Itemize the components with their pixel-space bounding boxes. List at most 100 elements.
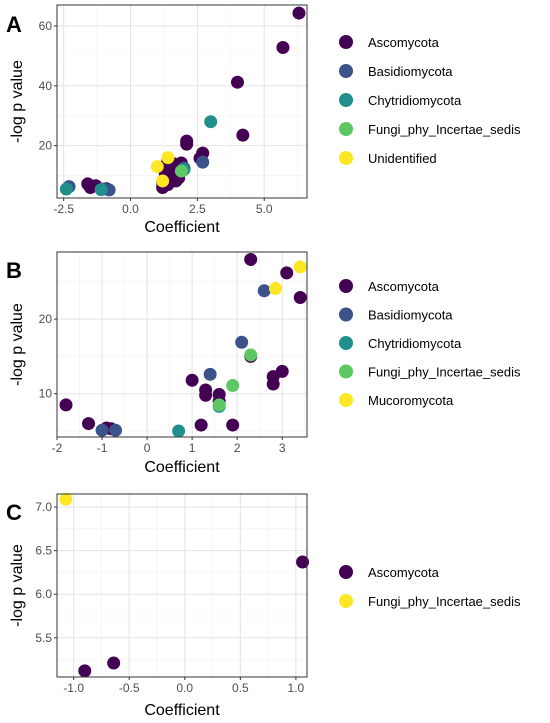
data-point-mucoromycota — [293, 260, 307, 274]
y-axis-title: -log p value — [9, 60, 26, 143]
legend-marker — [339, 64, 353, 78]
data-point-ascomycota — [194, 418, 208, 432]
data-point-ascomycota — [180, 137, 194, 151]
legend-marker — [339, 307, 353, 322]
data-point-ascomycota — [226, 418, 240, 432]
x-tick-label: -2 — [52, 441, 63, 455]
y-tick-label: 6.0 — [35, 587, 52, 601]
panel-label: A — [6, 12, 22, 37]
data-point-fungi-phy-incertae-sedis — [212, 398, 226, 412]
data-point-chytridiomycota — [59, 182, 73, 196]
data-point-mucoromycota — [268, 282, 282, 296]
legend-marker — [339, 35, 353, 49]
y-tick-label: 7.0 — [35, 500, 52, 514]
x-tick-label: 0.0 — [122, 202, 139, 216]
data-point-ascomycota — [292, 6, 306, 20]
plot-area — [57, 494, 307, 677]
legend-marker — [339, 594, 353, 608]
y-tick-label: 6.5 — [35, 544, 52, 558]
x-tick-label: 3 — [279, 441, 286, 455]
data-point-ascomycota — [185, 373, 199, 387]
data-point-fungi-phy-incertae-sedis — [59, 492, 73, 506]
data-point-ascomycota — [107, 656, 121, 670]
x-tick-label: 2.5 — [189, 202, 206, 216]
x-tick-label: -1.0 — [63, 681, 84, 695]
data-point-basidiomycota — [235, 335, 249, 349]
data-point-basidiomycota — [203, 367, 217, 381]
legend-label: Ascomycota — [368, 565, 440, 580]
y-tick-label: 60 — [39, 19, 53, 33]
data-point-fungi-phy-incertae-sedis — [244, 348, 258, 362]
legend-marker — [339, 336, 353, 350]
data-point-ascomycota — [199, 388, 213, 402]
legend-marker — [339, 93, 353, 107]
x-tick-label: 1 — [189, 441, 196, 455]
data-point-basidiomycota — [95, 423, 109, 437]
x-axis-title: Coefficient — [144, 219, 220, 236]
plot-border — [56, 4, 308, 199]
x-axis-title: Coefficient — [144, 702, 220, 719]
data-point-chytridiomycota — [94, 183, 108, 197]
data-point-fungi-phy-incertae-sedis — [174, 164, 188, 178]
panel-label: C — [6, 500, 22, 525]
legend-label: Ascomycota — [368, 35, 440, 50]
data-point-chytridiomycota — [172, 424, 186, 438]
legend: Ascomycota Basidiomycota Chytridiomycota Fu… — [339, 35, 521, 166]
panel-label: B — [6, 258, 22, 283]
data-point-ascomycota — [82, 417, 96, 431]
panel-c: -1.0 -0.5 0.0 0.5 1.0 5.5 6.0 6.5 7.0 Coefficient… — [6, 492, 521, 719]
legend-label: Chytridiomycota — [368, 336, 462, 351]
data-point-ascomycota — [266, 377, 280, 391]
legend-label: Fungi_phy_Incertae_sedis — [368, 594, 521, 609]
legend-label: Basidiomycota — [368, 64, 453, 79]
data-point-fungi-phy-incertae-sedis — [226, 379, 240, 393]
x-tick-label: 0.0 — [176, 681, 193, 695]
x-tick-label: -0.5 — [119, 681, 140, 695]
y-tick-label: 10 — [39, 387, 53, 401]
x-tick-label: 0 — [144, 441, 151, 455]
data-point-basidiomycota — [196, 155, 210, 169]
data-point-ascomycota — [296, 555, 310, 569]
data-point-ascomycota — [280, 266, 294, 280]
legend-label: Ascomycota — [368, 279, 440, 294]
legend-label: Fungi_phy_Incertae_sedis — [368, 122, 521, 137]
x-axis-title: Coefficient — [144, 459, 220, 476]
legend-label: Basidiomycota — [368, 308, 453, 323]
data-point-basidiomycota — [109, 423, 123, 437]
y-tick-label: 20 — [39, 139, 53, 153]
legend: Ascomycota Fungi_phy_Incertae_sedis — [339, 565, 521, 609]
panel-b: -2 -1 0 1 2 3 10 20 Coefficient -log p value B Asco… — [6, 251, 521, 476]
x-tick-label: -2.5 — [53, 202, 74, 216]
data-point-ascomycota — [236, 128, 250, 142]
data-point-ascomycota — [276, 40, 290, 54]
x-tick-label: -1 — [97, 441, 108, 455]
legend-marker — [339, 565, 353, 579]
legend-marker — [339, 279, 353, 293]
data-point-unidentified — [156, 174, 170, 188]
legend-marker — [339, 364, 353, 379]
plot-border — [56, 251, 308, 438]
x-tick-label: 5.0 — [256, 202, 273, 216]
y-tick-label: 40 — [39, 79, 53, 93]
y-axis-title: -log p value — [9, 544, 26, 627]
legend-label: Chytridiomycota — [368, 93, 462, 108]
legend-marker — [339, 151, 353, 165]
data-point-unidentified — [161, 151, 175, 165]
legend-label: Unidentified — [368, 151, 437, 166]
legend-label: Mucoromycota — [368, 393, 454, 408]
y-axis-title: -log p value — [9, 303, 26, 386]
legend-marker — [339, 122, 353, 136]
y-tick-label: 5.5 — [35, 631, 52, 645]
y-tick-label: 20 — [39, 312, 53, 326]
legend-marker — [339, 393, 353, 407]
data-point-ascomycota — [293, 291, 307, 305]
data-point-ascomycota — [244, 252, 258, 266]
x-tick-label: 2 — [234, 441, 241, 455]
data-point-ascomycota — [83, 181, 97, 195]
data-point-ascomycota — [59, 398, 73, 412]
data-point-ascomycota — [78, 664, 92, 678]
data-point-chytridiomycota — [204, 115, 218, 129]
plot-area — [57, 252, 307, 437]
data-point-ascomycota — [230, 75, 244, 89]
